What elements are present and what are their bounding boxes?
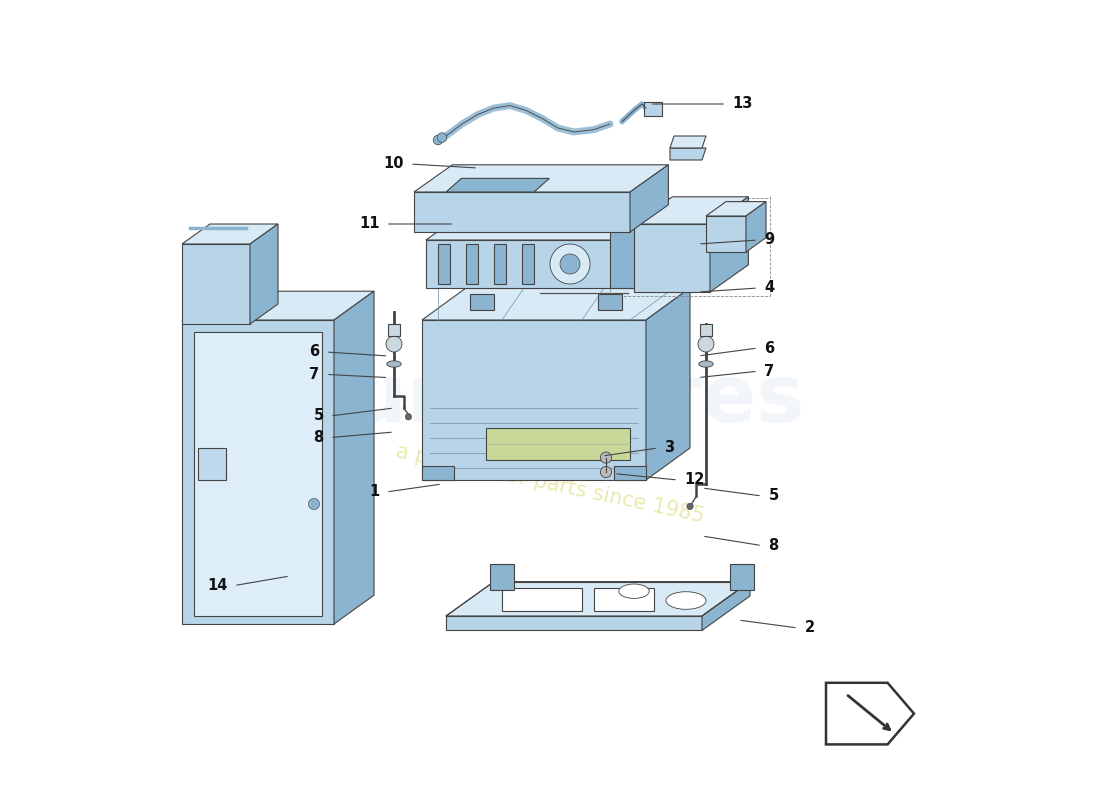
Circle shape (308, 498, 320, 510)
Ellipse shape (619, 584, 649, 598)
Polygon shape (250, 224, 278, 324)
Ellipse shape (387, 361, 402, 367)
Polygon shape (494, 244, 506, 284)
Polygon shape (466, 244, 478, 284)
Text: 9: 9 (764, 233, 774, 247)
Circle shape (386, 336, 402, 352)
Polygon shape (614, 466, 646, 480)
Polygon shape (826, 683, 914, 744)
Circle shape (437, 133, 447, 142)
Polygon shape (730, 564, 754, 590)
Circle shape (433, 135, 443, 145)
Circle shape (698, 336, 714, 352)
Ellipse shape (698, 361, 713, 367)
Text: 2: 2 (804, 621, 814, 635)
Polygon shape (438, 244, 450, 284)
Polygon shape (470, 294, 494, 310)
Polygon shape (422, 288, 690, 320)
Polygon shape (446, 616, 702, 630)
Polygon shape (422, 466, 454, 480)
Polygon shape (446, 582, 750, 616)
Circle shape (601, 466, 612, 478)
Text: 13: 13 (733, 97, 752, 111)
Circle shape (550, 244, 590, 284)
Polygon shape (194, 332, 322, 616)
Circle shape (560, 254, 580, 274)
Text: 7: 7 (309, 367, 320, 382)
Polygon shape (634, 197, 748, 224)
Text: a passion for parts since 1985: a passion for parts since 1985 (394, 442, 706, 526)
Circle shape (405, 414, 411, 420)
Polygon shape (182, 320, 334, 624)
Ellipse shape (666, 592, 706, 610)
Polygon shape (670, 148, 706, 160)
Polygon shape (446, 178, 549, 192)
Text: 1: 1 (370, 485, 379, 499)
Polygon shape (630, 165, 669, 232)
Polygon shape (414, 165, 669, 192)
Text: 10: 10 (383, 157, 404, 171)
Polygon shape (198, 448, 226, 480)
Polygon shape (387, 324, 400, 336)
Polygon shape (426, 240, 646, 288)
Polygon shape (634, 224, 710, 292)
Polygon shape (486, 428, 630, 460)
Polygon shape (598, 294, 622, 310)
Text: 5: 5 (314, 409, 323, 423)
Circle shape (686, 503, 693, 510)
Polygon shape (706, 216, 746, 252)
Circle shape (601, 452, 612, 463)
Polygon shape (645, 102, 662, 116)
Polygon shape (746, 202, 766, 252)
Polygon shape (646, 288, 690, 480)
Text: 8: 8 (769, 538, 779, 553)
Polygon shape (670, 136, 706, 148)
Polygon shape (502, 588, 582, 611)
Text: 5: 5 (769, 489, 779, 503)
Polygon shape (700, 324, 713, 336)
Polygon shape (422, 320, 646, 480)
Text: 12: 12 (684, 473, 705, 487)
Polygon shape (522, 244, 534, 284)
Polygon shape (710, 197, 748, 292)
Polygon shape (334, 291, 374, 624)
Text: 14: 14 (207, 578, 228, 593)
Polygon shape (610, 228, 634, 288)
Polygon shape (490, 564, 514, 590)
Text: 6: 6 (764, 341, 774, 355)
Polygon shape (182, 244, 250, 324)
Polygon shape (182, 224, 278, 244)
Text: 7: 7 (764, 364, 774, 378)
Polygon shape (594, 588, 654, 611)
Text: 11: 11 (359, 217, 380, 231)
Polygon shape (426, 211, 686, 240)
Polygon shape (182, 291, 374, 320)
Text: 4: 4 (764, 281, 774, 295)
Polygon shape (414, 192, 630, 232)
Polygon shape (706, 202, 766, 216)
Text: 6: 6 (309, 345, 320, 359)
Text: eurospares: eurospares (295, 361, 805, 439)
Polygon shape (646, 211, 686, 288)
Text: 3: 3 (664, 441, 674, 455)
Polygon shape (702, 582, 750, 630)
Text: 8: 8 (314, 430, 323, 445)
